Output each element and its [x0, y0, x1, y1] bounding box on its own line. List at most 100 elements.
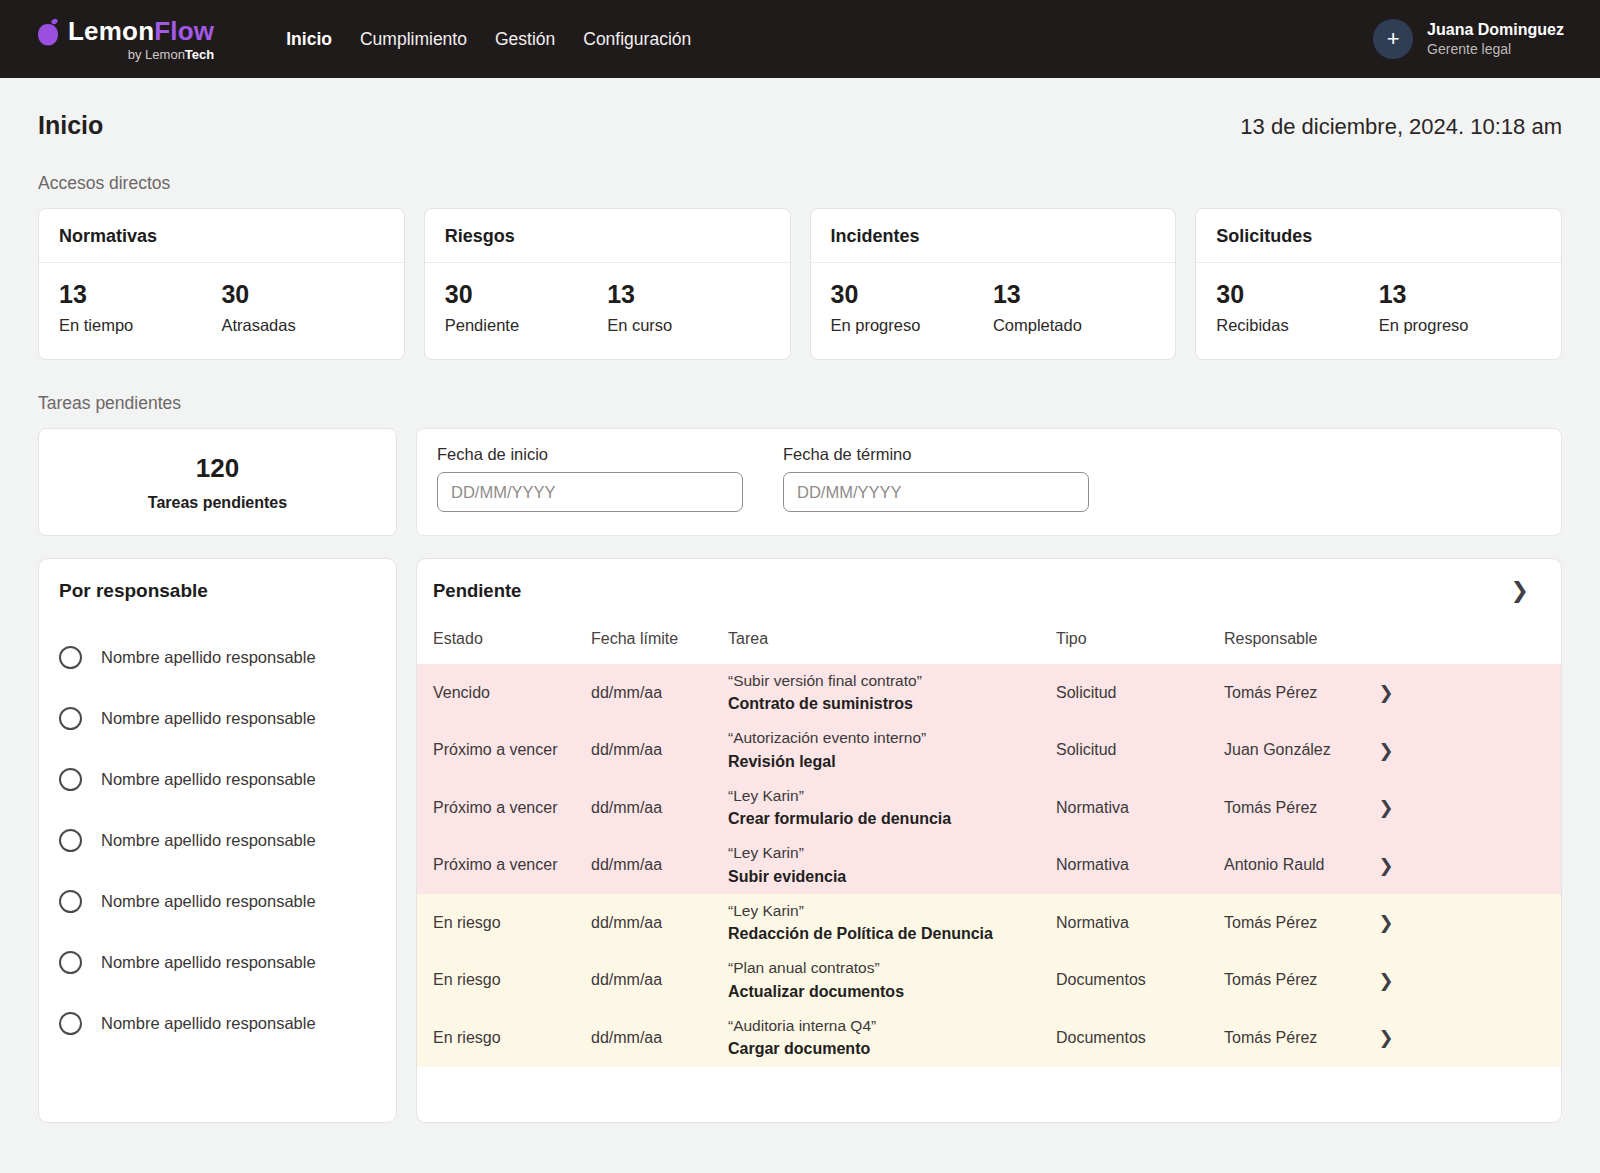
shortcut-card[interactable]: Incidentes 30 En progreso 13 Completado: [810, 208, 1177, 360]
page-title: Inicio: [38, 111, 103, 140]
nav-item[interactable]: Cumplimiento: [360, 29, 467, 50]
card-stat: 30 Pendiente: [445, 280, 607, 335]
stat-label: Atrasadas: [221, 316, 383, 335]
table-row[interactable]: Próximo a vencer dd/mm/aa “Ley Karin” Su…: [417, 837, 1561, 895]
radio-icon[interactable]: [59, 890, 82, 913]
end-date-label: Fecha de término: [783, 445, 1089, 464]
table-row[interactable]: Vencido dd/mm/aa “Subir versión final co…: [417, 664, 1561, 722]
row-chevron-icon[interactable]: ❯: [1371, 970, 1401, 991]
row-chevron-icon[interactable]: ❯: [1371, 855, 1401, 876]
pending-title: Pendiente: [433, 580, 521, 602]
table-row[interactable]: En riesgo dd/mm/aa “Ley Karin” Redacción…: [417, 894, 1561, 952]
row-estado: En riesgo: [433, 1029, 591, 1047]
nav-item[interactable]: Inicio: [286, 29, 332, 50]
responsible-option-label: Nombre apellido responsable: [101, 831, 316, 850]
table-row[interactable]: En riesgo dd/mm/aa “Auditoria interna Q4…: [417, 1009, 1561, 1067]
shortcut-card[interactable]: Normativas 13 En tiempo 30 Atrasadas: [38, 208, 405, 360]
row-tipo: Documentos: [1056, 1029, 1224, 1047]
col-tipo: Tipo: [1056, 630, 1224, 648]
responsible-option[interactable]: Nombre apellido responsable: [59, 951, 376, 974]
row-chevron-icon[interactable]: ❯: [1371, 740, 1401, 761]
card-stat: 13 En progreso: [1379, 280, 1541, 335]
row-fecha: dd/mm/aa: [591, 971, 728, 989]
row-tipo: Normativa: [1056, 856, 1224, 874]
stat-label: Completado: [993, 316, 1155, 335]
responsible-option[interactable]: Nombre apellido responsable: [59, 829, 376, 852]
row-chevron-icon[interactable]: ❯: [1371, 912, 1401, 933]
responsible-option[interactable]: Nombre apellido responsable: [59, 646, 376, 669]
lemon-icon: [36, 17, 60, 47]
card-title: Incidentes: [831, 226, 1156, 247]
responsible-option[interactable]: Nombre apellido responsable: [59, 707, 376, 730]
row-tarea: “Auditoria interna Q4” Cargar documento: [728, 1015, 1056, 1061]
stat-value: 13: [1379, 280, 1541, 309]
radio-icon[interactable]: [59, 646, 82, 669]
card-title: Solicitudes: [1216, 226, 1541, 247]
nav-item[interactable]: Gestión: [495, 29, 555, 50]
task-name: Actualizar documentos: [728, 980, 1056, 1003]
row-chevron-icon[interactable]: ❯: [1371, 797, 1401, 818]
task-quote: “Auditoria interna Q4”: [728, 1015, 1056, 1037]
row-chevron-icon[interactable]: ❯: [1371, 682, 1401, 703]
brand-wordmark: LemonFlow: [68, 16, 214, 47]
user-name: Juana Dominguez: [1427, 21, 1564, 39]
row-tarea: “Ley Karin” Redacción de Política de Den…: [728, 900, 1056, 946]
top-navbar: LemonFlow by LemonTech Inicio Cumplimien…: [0, 0, 1600, 78]
shortcut-card[interactable]: Riesgos 30 Pendiente 13 En curso: [424, 208, 791, 360]
table-row[interactable]: Próximo a vencer dd/mm/aa “Ley Karin” Cr…: [417, 779, 1561, 837]
stat-label: En progreso: [1379, 316, 1541, 335]
row-responsable: Tomás Pérez: [1224, 971, 1371, 989]
row-tipo: Normativa: [1056, 799, 1224, 817]
row-responsable: Antonio Rauld: [1224, 856, 1371, 874]
task-name: Revisión legal: [728, 750, 1056, 773]
radio-icon[interactable]: [59, 829, 82, 852]
stat-label: En curso: [607, 316, 769, 335]
shortcut-cards: Normativas 13 En tiempo 30 Atrasadas: [38, 208, 1562, 360]
radio-icon[interactable]: [59, 951, 82, 974]
responsible-option-label: Nombre apellido responsable: [101, 770, 316, 789]
end-date-input[interactable]: [783, 472, 1089, 512]
row-tarea: “Ley Karin” Subir evidencia: [728, 842, 1056, 888]
expand-pending-chevron-icon[interactable]: ❯: [1511, 580, 1529, 602]
brand-logo[interactable]: LemonFlow by LemonTech: [36, 16, 214, 62]
task-quote: “Autorización evento interno”: [728, 727, 1056, 749]
by-responsible-title: Por responsable: [59, 580, 376, 602]
user-role: Gerente legal: [1427, 41, 1564, 57]
row-fecha: dd/mm/aa: [591, 914, 728, 932]
responsible-option[interactable]: Nombre apellido responsable: [59, 890, 376, 913]
responsible-option[interactable]: Nombre apellido responsable: [59, 768, 376, 791]
pending-tasks-count: 120: [196, 453, 239, 484]
radio-icon[interactable]: [59, 768, 82, 791]
date-filter-panel: Fecha de inicio Fecha de término: [416, 428, 1562, 536]
responsible-option[interactable]: Nombre apellido responsable: [59, 1012, 376, 1035]
nav-item[interactable]: Configuración: [583, 29, 691, 50]
avatar[interactable]: +: [1373, 19, 1413, 59]
radio-icon[interactable]: [59, 707, 82, 730]
main-nav: Inicio Cumplimiento Gestión Configuració…: [286, 29, 691, 50]
table-row[interactable]: Próximo a vencer dd/mm/aa “Autorización …: [417, 722, 1561, 780]
col-fecha-limite: Fecha límite: [591, 630, 728, 648]
card-stat: 13 En curso: [607, 280, 769, 335]
pending-tasks-summary-card[interactable]: 120 Tareas pendientes: [38, 428, 397, 536]
row-fecha: dd/mm/aa: [591, 856, 728, 874]
row-chevron-icon[interactable]: ❯: [1371, 1027, 1401, 1048]
pending-panel: Pendiente ❯ Estado Fecha límite Tarea Ti…: [416, 558, 1562, 1123]
card-stat: 13 Completado: [993, 280, 1155, 335]
row-estado: Próximo a vencer: [433, 856, 591, 874]
col-tarea: Tarea: [728, 630, 1056, 648]
table-row[interactable]: En riesgo dd/mm/aa “Plan anual contratos…: [417, 952, 1561, 1010]
radio-icon[interactable]: [59, 1012, 82, 1035]
start-date-input[interactable]: [437, 472, 743, 512]
user-menu[interactable]: + Juana Dominguez Gerente legal: [1373, 19, 1564, 59]
stat-label: En tiempo: [59, 316, 221, 335]
start-date-field: Fecha de inicio: [437, 445, 743, 519]
row-estado: Próximo a vencer: [433, 741, 591, 759]
row-tipo: Solicitud: [1056, 684, 1224, 702]
card-stat: 13 En tiempo: [59, 280, 221, 335]
row-tarea: “Plan anual contratos” Actualizar docume…: [728, 957, 1056, 1003]
shortcut-card[interactable]: Solicitudes 30 Recibidas 13 En progreso: [1195, 208, 1562, 360]
row-fecha: dd/mm/aa: [591, 684, 728, 702]
row-tipo: Documentos: [1056, 971, 1224, 989]
col-estado: Estado: [433, 630, 591, 648]
col-responsable: Responsable: [1224, 630, 1371, 648]
